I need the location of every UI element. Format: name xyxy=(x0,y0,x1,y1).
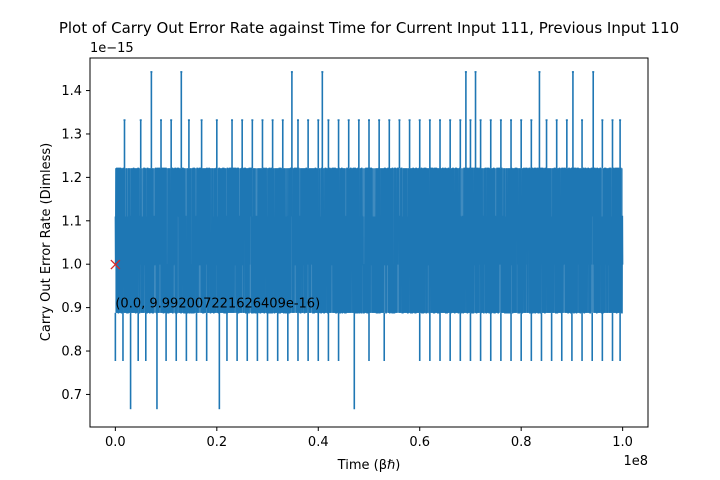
marker-annotation: (0.0, 9.992007221626409e-16) xyxy=(115,296,320,311)
y-tick-label: 1.4 xyxy=(61,84,82,99)
y-scale-label: 1e−15 xyxy=(90,41,134,56)
x-tick-label: 0.4 xyxy=(308,435,329,450)
marker-layer xyxy=(110,259,121,270)
x-axis-label: Time (βℏ) xyxy=(337,458,401,473)
x-tick-label: 0.6 xyxy=(409,435,430,450)
x-tick-label: 0.0 xyxy=(105,435,126,450)
y-axis: 0.7 0.8 0.9 1.0 1.1 1.2 1.3 1.4 xyxy=(61,84,90,403)
y-tick-label: 0.7 xyxy=(61,388,82,403)
x-scale-label: 1e8 xyxy=(623,454,648,469)
x-axis: 0.0 0.2 0.4 0.6 0.8 1.0 xyxy=(105,427,633,450)
y-tick-label: 1.3 xyxy=(61,127,82,142)
y-tick-label: 1.0 xyxy=(61,258,82,273)
series-band xyxy=(115,168,623,313)
marker-x-stroke xyxy=(110,259,121,270)
x-tick-label: 0.2 xyxy=(206,435,227,450)
chart-title: Plot of Carry Out Error Rate against Tim… xyxy=(59,19,679,37)
y-tick-label: 1.1 xyxy=(61,214,82,229)
y-tick-label: 0.8 xyxy=(61,345,82,360)
x-tick-label: 0.8 xyxy=(511,435,532,450)
plot-area xyxy=(89,57,649,428)
x-tick-label: 1.0 xyxy=(612,435,633,450)
series-layer xyxy=(114,71,624,410)
plot-frame xyxy=(89,57,649,428)
y-axis-label: Carry Out Error Rate (Dimless) xyxy=(39,143,54,341)
y-tick-label: 1.2 xyxy=(61,171,82,186)
y-tick-label: 0.9 xyxy=(61,301,82,316)
